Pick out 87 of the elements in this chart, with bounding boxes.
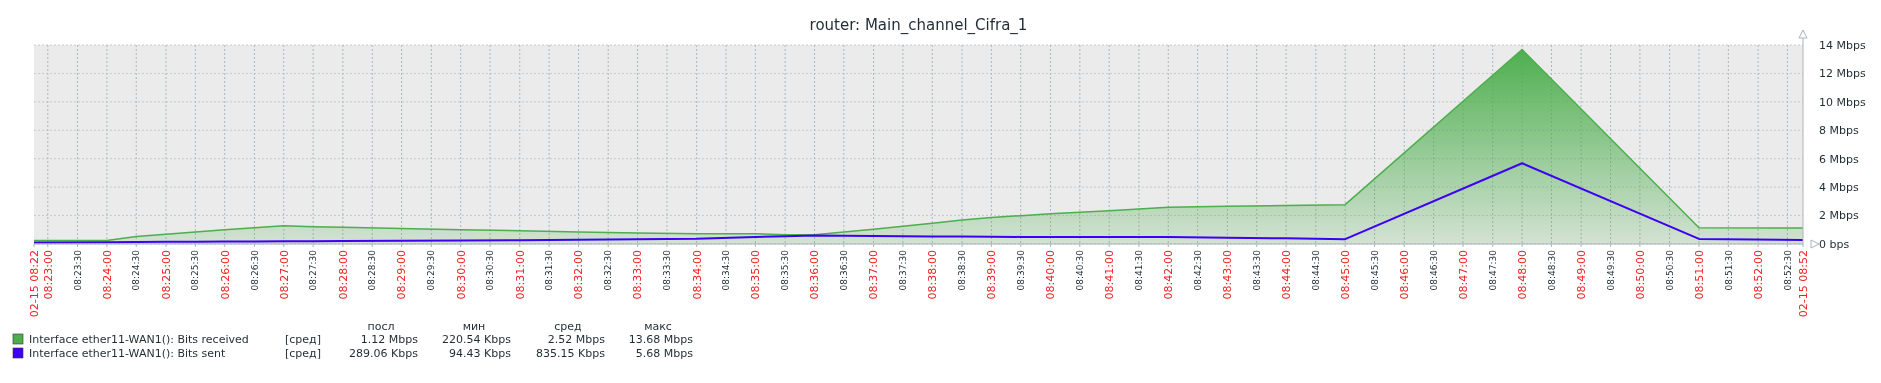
x-tick-label: 08:36:30 — [839, 249, 849, 291]
x-tick-label: 08:39:30 — [1015, 249, 1026, 291]
x-tick-label: 08:34:00 — [690, 250, 704, 300]
text: посл — [367, 320, 395, 333]
x-tick-label: 08:28:00 — [336, 250, 350, 300]
x-tick-label: 08:45:30 — [1369, 249, 1380, 291]
x-tick-label: 08:38:00 — [926, 250, 940, 300]
legend-label: Interface ether11-WAN1(): Bits received — [29, 333, 249, 346]
text: 289.06 Kbps — [349, 347, 419, 360]
x-tick-label: 08:32:00 — [572, 250, 586, 300]
y-tick-label: 2 Mbps — [1819, 209, 1859, 223]
text: 13.68 Mbps — [628, 333, 694, 346]
x-tick-label: 08:47:00 — [1456, 250, 1470, 300]
text: сред — [554, 320, 583, 333]
x-tick-label: 08:23:00 — [41, 250, 55, 300]
y-tick-label: 6 Mbps — [1819, 152, 1859, 166]
x-tick-label: 08:30:30 — [485, 249, 496, 291]
x-tick-label: 08:31:30 — [544, 249, 555, 291]
x-tick-label: 08:51:00 — [1692, 250, 1706, 300]
text: 835.15 Kbps — [536, 347, 606, 360]
x-tick-label: 08:24:00 — [100, 250, 114, 300]
x-tick-label: 08:27:00 — [277, 250, 291, 300]
x-tick-label: 08:25:00 — [159, 250, 173, 300]
text: [сред] — [285, 347, 321, 360]
x-tick-label: 08:50:30 — [1664, 249, 1675, 291]
y-tick-label: 12 Mbps — [1819, 67, 1866, 81]
x-tick-label: 08:37:30 — [898, 249, 909, 291]
x-tick-label: 08:43:30 — [1251, 249, 1262, 291]
x-tick-label: 08:27:30 — [308, 249, 319, 291]
legend-label: Interface ether11-WAN1(): Bits sent — [29, 347, 227, 360]
x-tick-label: 08:24:30 — [131, 249, 142, 291]
y-tick-label: 14 Mbps — [1819, 38, 1866, 52]
x-tick-label: 02-15 08:22 — [27, 250, 41, 318]
text: 1.12 Mbps — [360, 333, 419, 346]
x-tick-label: 08:33:00 — [631, 250, 645, 300]
x-tick-label: 08:35:30 — [780, 249, 791, 291]
x-tick-label: 08:38:30 — [957, 249, 968, 291]
text: макс — [644, 320, 672, 333]
x-tick-label: 08:34:30 — [721, 249, 732, 291]
x-tick-label: 02-15 08:52 — [1796, 250, 1810, 318]
x-tick-label: 08:42:30 — [1192, 249, 1203, 291]
x-tick-label: 08:30:00 — [454, 250, 468, 300]
x-tick-label: 08:40:30 — [1074, 249, 1085, 291]
x-tick-label: 08:40:00 — [1044, 250, 1058, 300]
x-tick-label: 08:42:00 — [1162, 250, 1176, 300]
text: 5.68 Mbps — [635, 347, 694, 360]
x-tick-label: 08:48:30 — [1546, 249, 1557, 291]
x-tick-label: 08:45:00 — [1339, 250, 1353, 300]
text: 220.54 Kbps — [442, 333, 512, 346]
y-tick-label: 0 bps — [1819, 237, 1850, 251]
x-tick-label: 08:44:30 — [1310, 249, 1321, 291]
x-tick-label: 08:49:30 — [1605, 249, 1616, 291]
x-tick-label: 08:46:30 — [1428, 249, 1439, 291]
x-tick-label: 08:31:00 — [513, 250, 527, 300]
x-tick-label: 08:52:00 — [1751, 250, 1765, 300]
x-tick-label: 08:47:30 — [1487, 249, 1498, 291]
x-tick-label: 08:51:30 — [1723, 249, 1734, 291]
x-tick-label: 08:44:00 — [1279, 250, 1293, 300]
x-tick-label: 08:39:00 — [985, 250, 999, 300]
chart-title: router: Main_channel_Cifra_1 — [809, 16, 1028, 35]
y-tick-label: 8 Mbps — [1819, 124, 1859, 138]
x-tick-label: 08:29:00 — [395, 250, 409, 300]
x-tick-label: 08:25:30 — [190, 249, 201, 291]
y-tick-label: 4 Mbps — [1819, 180, 1859, 194]
x-tick-label: 08:36:00 — [808, 250, 822, 300]
text: 2.52 Mbps — [547, 333, 606, 346]
x-tick-label: 08:48:00 — [1515, 250, 1529, 300]
x-tick-label: 08:29:30 — [426, 249, 437, 291]
x-tick-label: 08:46:00 — [1398, 250, 1412, 300]
x-tick-label: 08:41:00 — [1103, 250, 1117, 300]
x-tick-label: 08:41:30 — [1134, 249, 1145, 291]
text: 94.43 Kbps — [449, 347, 512, 360]
y-tick-label: 10 Mbps — [1819, 95, 1866, 109]
x-tick-label: 08:28:30 — [367, 249, 378, 291]
x-tick-label: 08:23:30 — [72, 249, 83, 291]
text: [сред] — [285, 333, 321, 346]
x-tick-label: 08:32:30 — [603, 249, 614, 291]
x-tick-label: 08:49:00 — [1575, 250, 1589, 300]
text: мин — [462, 320, 486, 333]
x-tick-label: 08:37:00 — [867, 250, 881, 300]
x-tick-label: 08:35:00 — [749, 250, 763, 300]
x-tick-label: 08:26:30 — [249, 249, 260, 291]
x-tick-label: 08:33:30 — [662, 249, 673, 291]
x-tick-label: 08:26:00 — [218, 250, 232, 300]
x-tick-label: 08:52:30 — [1782, 249, 1793, 291]
x-tick-label: 08:43:00 — [1221, 250, 1235, 300]
x-tick-label: 08:50:00 — [1633, 250, 1647, 300]
